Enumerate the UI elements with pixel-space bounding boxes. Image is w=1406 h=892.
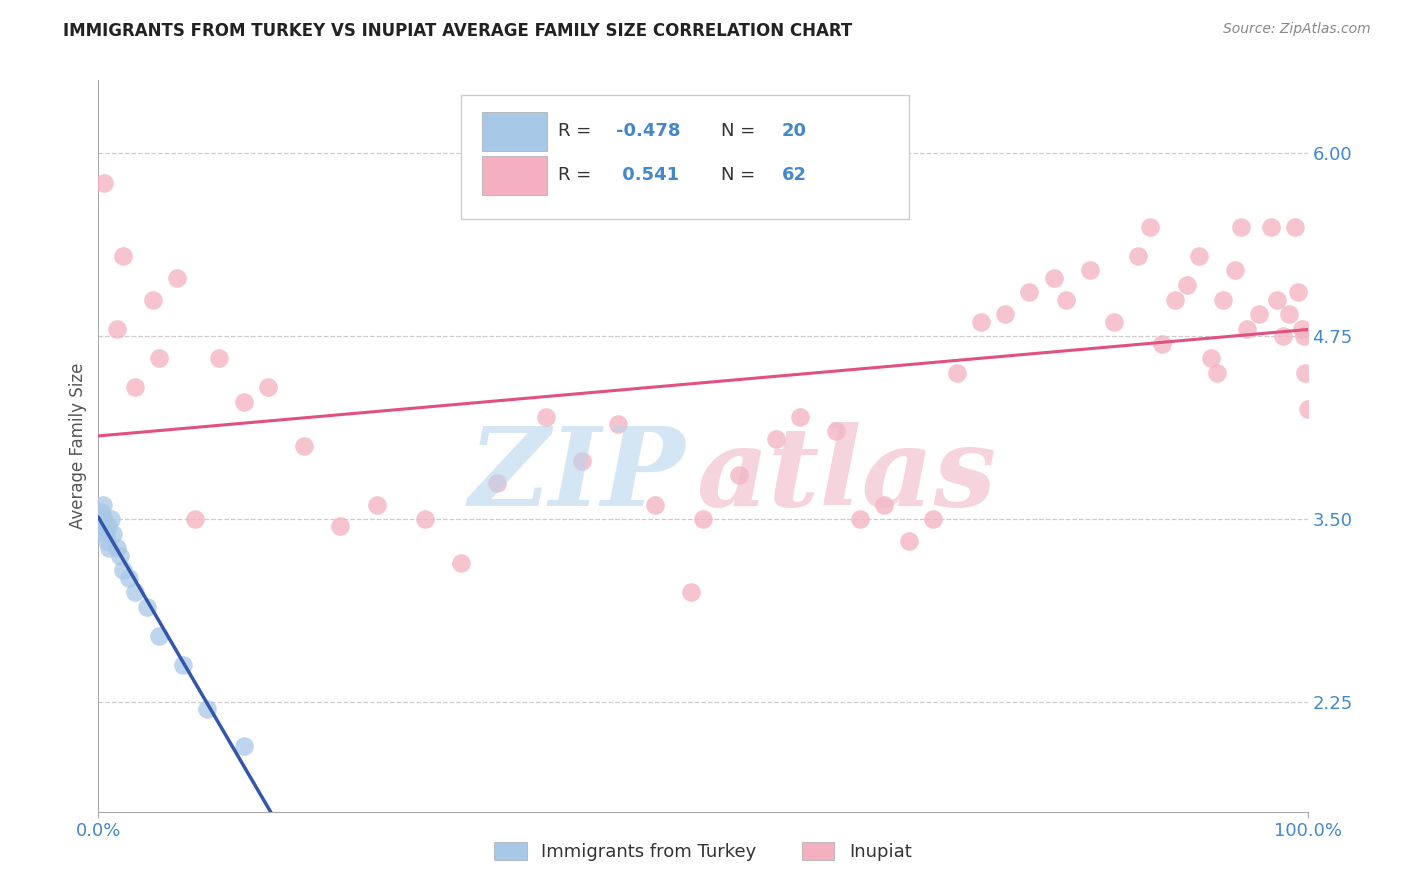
Point	[232, 739, 254, 753]
Point	[534, 409, 557, 424]
Point	[101, 526, 124, 541]
Point	[124, 585, 146, 599]
Point	[849, 512, 872, 526]
Text: atlas: atlas	[697, 422, 997, 529]
Point	[1078, 263, 1101, 277]
Point	[1212, 293, 1234, 307]
Point	[1175, 278, 1198, 293]
Point	[789, 409, 811, 424]
Point	[292, 439, 315, 453]
Text: ZIP: ZIP	[468, 422, 685, 529]
Point	[124, 380, 146, 394]
Text: R =: R =	[558, 167, 598, 185]
Point	[1236, 322, 1258, 336]
Point	[111, 563, 134, 577]
FancyBboxPatch shape	[482, 155, 547, 195]
Point	[1260, 219, 1282, 234]
Point	[644, 498, 666, 512]
Point	[970, 315, 993, 329]
Point	[1286, 285, 1309, 300]
Text: 0.541: 0.541	[616, 167, 679, 185]
Point	[166, 270, 188, 285]
Point	[1163, 293, 1185, 307]
Point	[94, 526, 117, 541]
Point	[100, 512, 122, 526]
Point	[208, 351, 231, 366]
Point	[679, 585, 702, 599]
Point	[486, 475, 509, 490]
Point	[692, 512, 714, 526]
Text: R =: R =	[558, 122, 598, 140]
Point	[329, 519, 352, 533]
Point	[1102, 315, 1125, 329]
Point	[1249, 307, 1271, 321]
Point	[1128, 249, 1150, 263]
Text: 62: 62	[782, 167, 807, 185]
Point	[1278, 307, 1301, 321]
FancyBboxPatch shape	[461, 95, 908, 219]
Point	[91, 519, 114, 533]
Point	[91, 498, 114, 512]
Point	[97, 519, 120, 533]
Text: Source: ZipAtlas.com: Source: ZipAtlas.com	[1223, 22, 1371, 37]
Point	[142, 293, 165, 307]
Point	[1294, 366, 1316, 380]
Point	[1296, 402, 1319, 417]
Point	[1284, 219, 1306, 234]
Point	[111, 249, 134, 263]
Point	[105, 322, 128, 336]
Point	[450, 556, 472, 570]
Point	[1139, 219, 1161, 234]
Y-axis label: Average Family Size: Average Family Size	[69, 363, 87, 529]
Point	[1267, 293, 1289, 307]
Text: N =: N =	[721, 167, 761, 185]
Point	[108, 549, 131, 563]
Point	[195, 702, 218, 716]
FancyBboxPatch shape	[482, 112, 547, 152]
Point	[90, 505, 112, 519]
Point	[93, 176, 115, 190]
Point	[1230, 219, 1253, 234]
Point	[118, 571, 141, 585]
Point	[148, 629, 170, 643]
Point	[172, 658, 194, 673]
Point	[825, 425, 848, 439]
Point	[1018, 285, 1040, 300]
Point	[184, 512, 207, 526]
Point	[897, 534, 920, 549]
Point	[873, 498, 896, 512]
Point	[98, 541, 121, 556]
Point	[366, 498, 388, 512]
Legend: Immigrants from Turkey, Inupiat: Immigrants from Turkey, Inupiat	[488, 835, 918, 869]
Point	[607, 417, 630, 431]
Point	[135, 599, 157, 614]
Point	[946, 366, 969, 380]
Point	[1223, 263, 1246, 277]
Point	[1042, 270, 1064, 285]
Text: N =: N =	[721, 122, 761, 140]
Text: 20: 20	[782, 122, 807, 140]
Point	[921, 512, 943, 526]
Point	[1292, 329, 1315, 343]
Point	[413, 512, 436, 526]
Point	[728, 468, 751, 483]
Point	[93, 512, 115, 526]
Point	[1199, 351, 1222, 366]
Point	[1206, 366, 1229, 380]
Point	[105, 541, 128, 556]
Point	[1291, 322, 1313, 336]
Point	[148, 351, 170, 366]
Point	[232, 395, 254, 409]
Point	[1054, 293, 1077, 307]
Text: -0.478: -0.478	[616, 122, 681, 140]
Point	[571, 453, 593, 467]
Point	[994, 307, 1017, 321]
Point	[765, 432, 787, 446]
Point	[1152, 336, 1174, 351]
Point	[96, 534, 118, 549]
Text: IMMIGRANTS FROM TURKEY VS INUPIAT AVERAGE FAMILY SIZE CORRELATION CHART: IMMIGRANTS FROM TURKEY VS INUPIAT AVERAG…	[63, 22, 852, 40]
Point	[1188, 249, 1211, 263]
Point	[1272, 329, 1295, 343]
Point	[256, 380, 278, 394]
